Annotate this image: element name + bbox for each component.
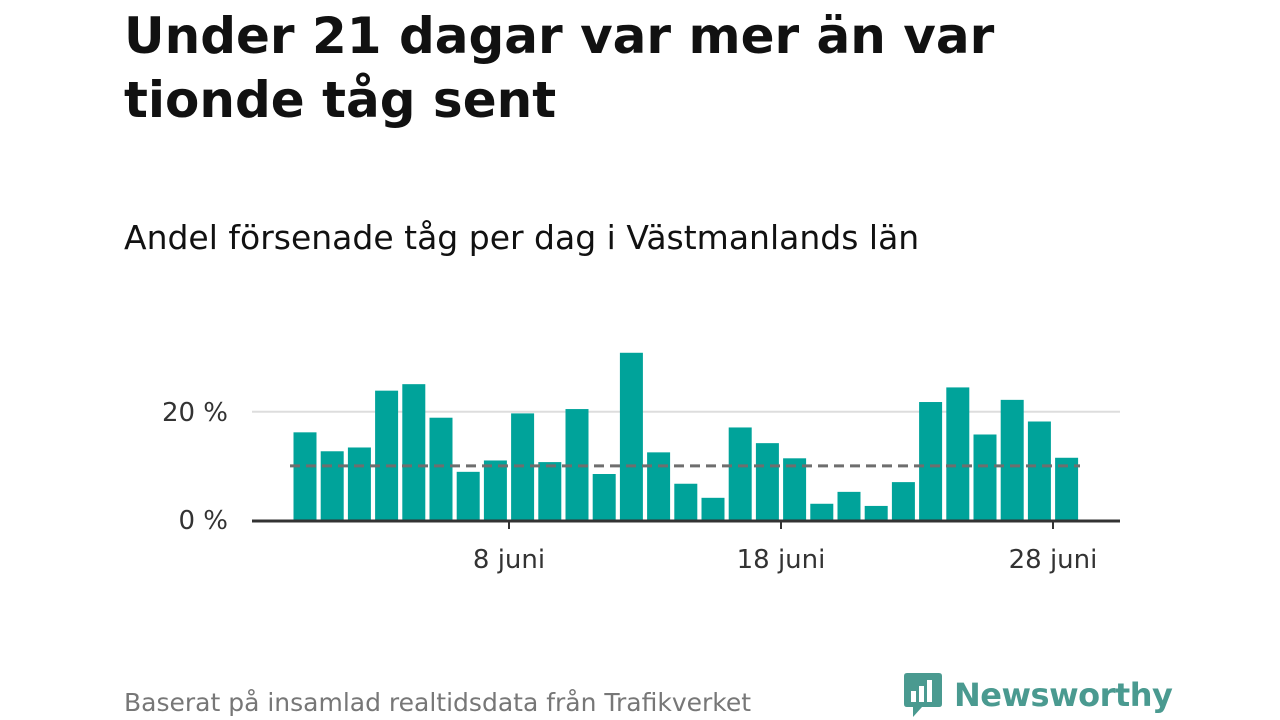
bar <box>402 384 426 520</box>
bar <box>1027 421 1051 520</box>
bar <box>674 483 698 520</box>
bar <box>375 390 399 520</box>
x-tick-label: 18 juni <box>737 545 826 575</box>
axes <box>252 519 1120 529</box>
bar <box>891 482 915 520</box>
bar <box>429 417 453 520</box>
bar <box>783 458 807 520</box>
bar <box>619 352 643 520</box>
brand: Newsworthy <box>902 670 1173 720</box>
bar <box>973 434 997 520</box>
bar <box>456 471 480 520</box>
newsworthy-logo-icon <box>904 673 942 717</box>
bar <box>1000 399 1024 520</box>
y-tick-label: 0 % <box>178 506 228 536</box>
bar <box>347 447 371 520</box>
bars <box>293 352 1079 520</box>
source-note: Baserat på insamlad realtidsdata från Tr… <box>124 688 752 717</box>
bar <box>592 474 616 520</box>
x-tick-label: 8 juni <box>473 545 545 575</box>
bar <box>919 402 943 520</box>
x-tick-label: 28 juni <box>1009 545 1098 575</box>
bar <box>647 452 671 520</box>
bar <box>320 451 344 520</box>
chart-subtitle: Andel försenade tåg per dag i Västmanlan… <box>124 218 920 257</box>
bar <box>755 443 779 520</box>
bar <box>728 427 752 520</box>
bar-chart: 0 % 20 % 8 juni 18 juni 28 juni <box>162 352 1120 575</box>
y-tick-label: 20 % <box>162 398 228 428</box>
tick-labels: 0 % 20 % 8 juni 18 juni 28 juni <box>162 398 1097 575</box>
bar <box>565 409 589 520</box>
bar <box>701 497 725 520</box>
bar <box>293 432 317 520</box>
bar <box>946 387 970 520</box>
chart-title: Under 21 dagar var mer än var tionde tåg… <box>124 7 995 129</box>
bar <box>837 491 861 520</box>
bar <box>864 505 888 520</box>
bar <box>538 462 562 520</box>
bar <box>483 460 507 520</box>
brand-name: Newsworthy <box>954 676 1173 714</box>
bar <box>1055 457 1079 520</box>
bar <box>810 503 834 520</box>
